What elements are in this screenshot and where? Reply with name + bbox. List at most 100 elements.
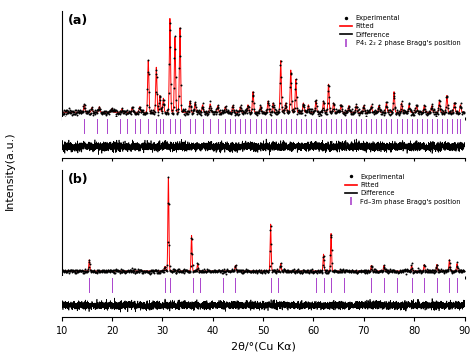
Point — [429, 268, 437, 273]
Point — [304, 267, 311, 273]
Point — [434, 269, 442, 275]
Point — [86, 111, 94, 116]
Point — [223, 110, 231, 115]
Point — [308, 269, 316, 274]
Point — [117, 269, 125, 275]
Point — [307, 108, 314, 114]
Point — [447, 110, 455, 116]
Point — [183, 269, 191, 274]
Point — [440, 110, 447, 115]
Point — [369, 109, 376, 115]
Point — [218, 110, 226, 115]
Point — [81, 269, 88, 274]
Point — [79, 269, 86, 274]
Point — [254, 109, 261, 115]
Point — [143, 268, 150, 273]
Point — [169, 269, 177, 274]
Point — [124, 267, 132, 273]
Point — [413, 102, 420, 107]
Point — [140, 268, 148, 274]
Point — [358, 110, 365, 115]
Point — [168, 110, 176, 116]
Point — [214, 102, 222, 107]
Point — [452, 108, 459, 114]
Point — [324, 100, 331, 106]
Point — [294, 107, 302, 113]
Point — [248, 268, 255, 274]
Point — [441, 109, 449, 115]
Point — [252, 111, 260, 116]
Point — [213, 269, 220, 275]
Point — [263, 268, 271, 274]
Point — [399, 107, 406, 113]
Point — [395, 269, 403, 275]
Point — [110, 267, 118, 273]
Point — [247, 269, 255, 275]
Point — [448, 270, 456, 276]
Point — [121, 270, 128, 276]
Point — [178, 108, 186, 114]
Point — [313, 269, 320, 274]
Point — [146, 110, 154, 115]
Point — [199, 100, 207, 106]
Point — [431, 269, 438, 275]
Point — [270, 102, 277, 108]
Point — [270, 267, 277, 273]
Point — [360, 102, 368, 108]
Point — [99, 110, 107, 115]
Point — [360, 269, 368, 275]
Point — [219, 108, 226, 114]
Point — [421, 269, 429, 275]
Point — [196, 108, 204, 114]
Point — [242, 268, 249, 274]
Point — [274, 110, 282, 116]
Point — [105, 267, 112, 273]
Point — [93, 110, 100, 115]
Point — [190, 110, 197, 116]
Point — [448, 268, 456, 274]
Point — [234, 268, 242, 273]
Point — [199, 104, 207, 110]
Point — [159, 98, 167, 103]
Point — [173, 268, 181, 274]
Point — [315, 108, 322, 114]
Point — [189, 108, 197, 114]
Point — [378, 108, 385, 114]
Point — [72, 270, 80, 276]
Point — [409, 268, 416, 273]
Point — [325, 83, 333, 89]
Point — [212, 269, 219, 274]
Point — [183, 108, 191, 114]
Point — [156, 97, 164, 103]
Point — [239, 269, 247, 275]
Point — [395, 111, 403, 116]
Point — [260, 110, 268, 116]
Point — [257, 105, 265, 111]
Point — [130, 109, 137, 115]
Point — [112, 268, 120, 273]
Point — [220, 109, 228, 115]
Point — [284, 108, 292, 114]
Point — [400, 268, 408, 273]
Point — [253, 110, 261, 115]
Point — [83, 110, 91, 116]
Point — [214, 268, 222, 273]
Point — [381, 266, 389, 272]
Point — [204, 111, 212, 117]
Point — [276, 80, 284, 86]
Point — [225, 268, 233, 274]
Point — [181, 112, 188, 118]
Point — [63, 268, 70, 274]
Point — [411, 109, 419, 115]
Point — [259, 268, 267, 274]
Point — [430, 270, 438, 276]
Point — [342, 267, 349, 273]
Point — [451, 269, 458, 274]
Point — [270, 267, 278, 273]
Point — [287, 70, 295, 76]
Point — [280, 107, 288, 113]
Point — [89, 112, 97, 118]
Point — [391, 267, 398, 273]
Point — [344, 268, 351, 274]
Point — [359, 105, 367, 111]
